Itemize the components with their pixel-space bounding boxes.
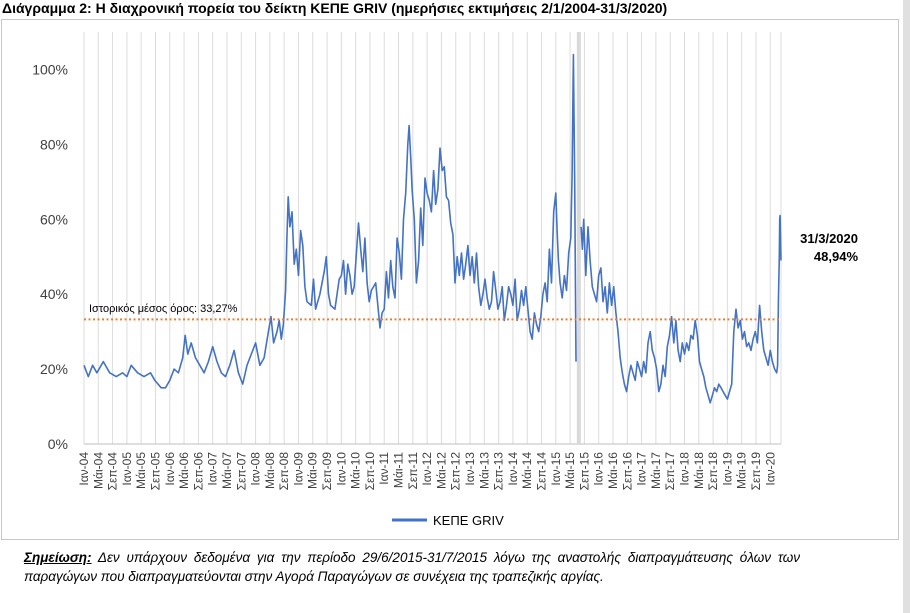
chart: 0%20%40%60%80%100% Ιαν-04 Μάι-04 Σεπ-04 Ιαν… (32, 32, 859, 528)
x-tick-label: Ιαν-12 (420, 452, 434, 486)
x-tick-label: Σεπ-11 (406, 452, 420, 490)
x-tick-label: Σεπ-10 (363, 452, 377, 491)
x-tick-label: Ιαν-04 (77, 452, 91, 486)
x-tick-label: Μάι-08 (263, 452, 277, 489)
x-tick-label: Σεπ-13 (492, 452, 506, 491)
gridlines (83, 32, 782, 445)
x-tick-label: Σεπ-07 (234, 452, 248, 491)
x-tick-label: Σεπ-08 (277, 452, 291, 491)
x-tick-label: Μάι-04 (91, 452, 105, 489)
x-tick-label: Μάι-06 (177, 452, 191, 489)
x-tick-label: Σεπ-17 (663, 452, 677, 491)
footnote-text: Δεν υπάρχουν δεδομένα για την περίοδο 29… (24, 550, 800, 584)
missing-data-band (576, 32, 581, 444)
x-tick-label: Μάι-10 (349, 452, 363, 489)
x-tick-label: Ιαν-09 (291, 452, 305, 486)
y-tick-label: 40% (40, 286, 68, 302)
x-tick-label: Ιαν-16 (592, 452, 606, 486)
historical-average-label: Ιστορικός μέσος όρος: 33,27% (89, 303, 238, 315)
x-tick-label: Μάι-15 (563, 452, 577, 489)
x-tick-label: Ιαν-08 (249, 452, 263, 486)
x-tick-label: Ιαν-18 (677, 452, 691, 486)
x-tick-label: Ιαν-10 (334, 452, 348, 486)
x-tick-label: Μάι-05 (134, 452, 148, 489)
x-tick-label: Ιαν-20 (763, 452, 777, 486)
x-tick-label: Σεπ-16 (620, 452, 634, 491)
y-tick-label: 80% (40, 136, 68, 152)
legend-label: ΚΕΠΕ GRIV (433, 513, 504, 528)
x-tick-label: Σεπ-19 (749, 452, 763, 491)
x-tick-label: Ιαν-07 (206, 452, 220, 486)
x-tick-label: Μάι-18 (692, 452, 706, 489)
x-tick-label: Σεπ-04 (106, 452, 120, 491)
x-axis: Ιαν-04 Μάι-04 Σεπ-04 Ιαν-05 Μάι-05 Σεπ-05 Ιαν-… (77, 452, 777, 491)
x-tick-label: Μάι-07 (220, 452, 234, 489)
end-value-label: 48,94% (814, 249, 859, 264)
x-tick-label: Ιαν-19 (720, 452, 734, 486)
x-tick-label: Μάι-19 (735, 452, 749, 489)
x-tick-label: Ιαν-06 (163, 452, 177, 486)
x-tick-label: Σεπ-06 (191, 452, 205, 491)
x-tick-label: Μάι-12 (434, 452, 448, 489)
x-tick-label: Μάι-11 (392, 452, 406, 488)
x-tick-label: Σεπ-09 (320, 452, 334, 491)
footnote-lead: Σημείωση: (24, 550, 92, 565)
chart-title: Διάγραμμα 2: Η διαχρονική πορεία του δεί… (2, 0, 668, 16)
y-tick-label: 20% (40, 361, 68, 377)
x-tick-label: Σεπ-12 (449, 452, 463, 491)
x-tick-label: Σεπ-15 (577, 452, 591, 491)
x-tick-label: Ιαν-13 (463, 452, 477, 486)
x-tick-label: Σεπ-05 (149, 452, 163, 491)
y-tick-label: 100% (32, 61, 68, 77)
x-tick-label: Ιαν-17 (635, 452, 649, 486)
y-tick-label: 0% (48, 436, 68, 452)
x-tick-label: Ιαν-14 (506, 452, 520, 486)
x-tick-label: Μάι-13 (477, 452, 491, 489)
window-edge (903, 0, 910, 613)
x-tick-label: Ιαν-15 (549, 452, 563, 486)
y-axis: 0% 20% 40% 60% 80% 100% (32, 61, 68, 452)
x-tick-label: Μάι-17 (649, 452, 663, 489)
footnote: Σημείωση: Δεν υπάρχουν δεδομένα για την … (24, 548, 800, 586)
x-tick-label: Ιαν-05 (120, 452, 134, 486)
x-tick-label: Μάι-14 (520, 452, 534, 489)
x-tick-label: Μάι-16 (606, 452, 620, 489)
x-tick-label: Σεπ-14 (535, 452, 549, 491)
chart-frame (1, 19, 899, 540)
x-tick-label: Ιαν-11 (377, 452, 391, 485)
x-tick-label: Μάι-09 (306, 452, 320, 489)
y-tick-label: 60% (40, 211, 68, 227)
series-line-kepe-griv (83, 53, 782, 404)
end-date-label: 31/3/2020 (800, 231, 858, 246)
x-tick-label: Σεπ-18 (706, 452, 720, 491)
